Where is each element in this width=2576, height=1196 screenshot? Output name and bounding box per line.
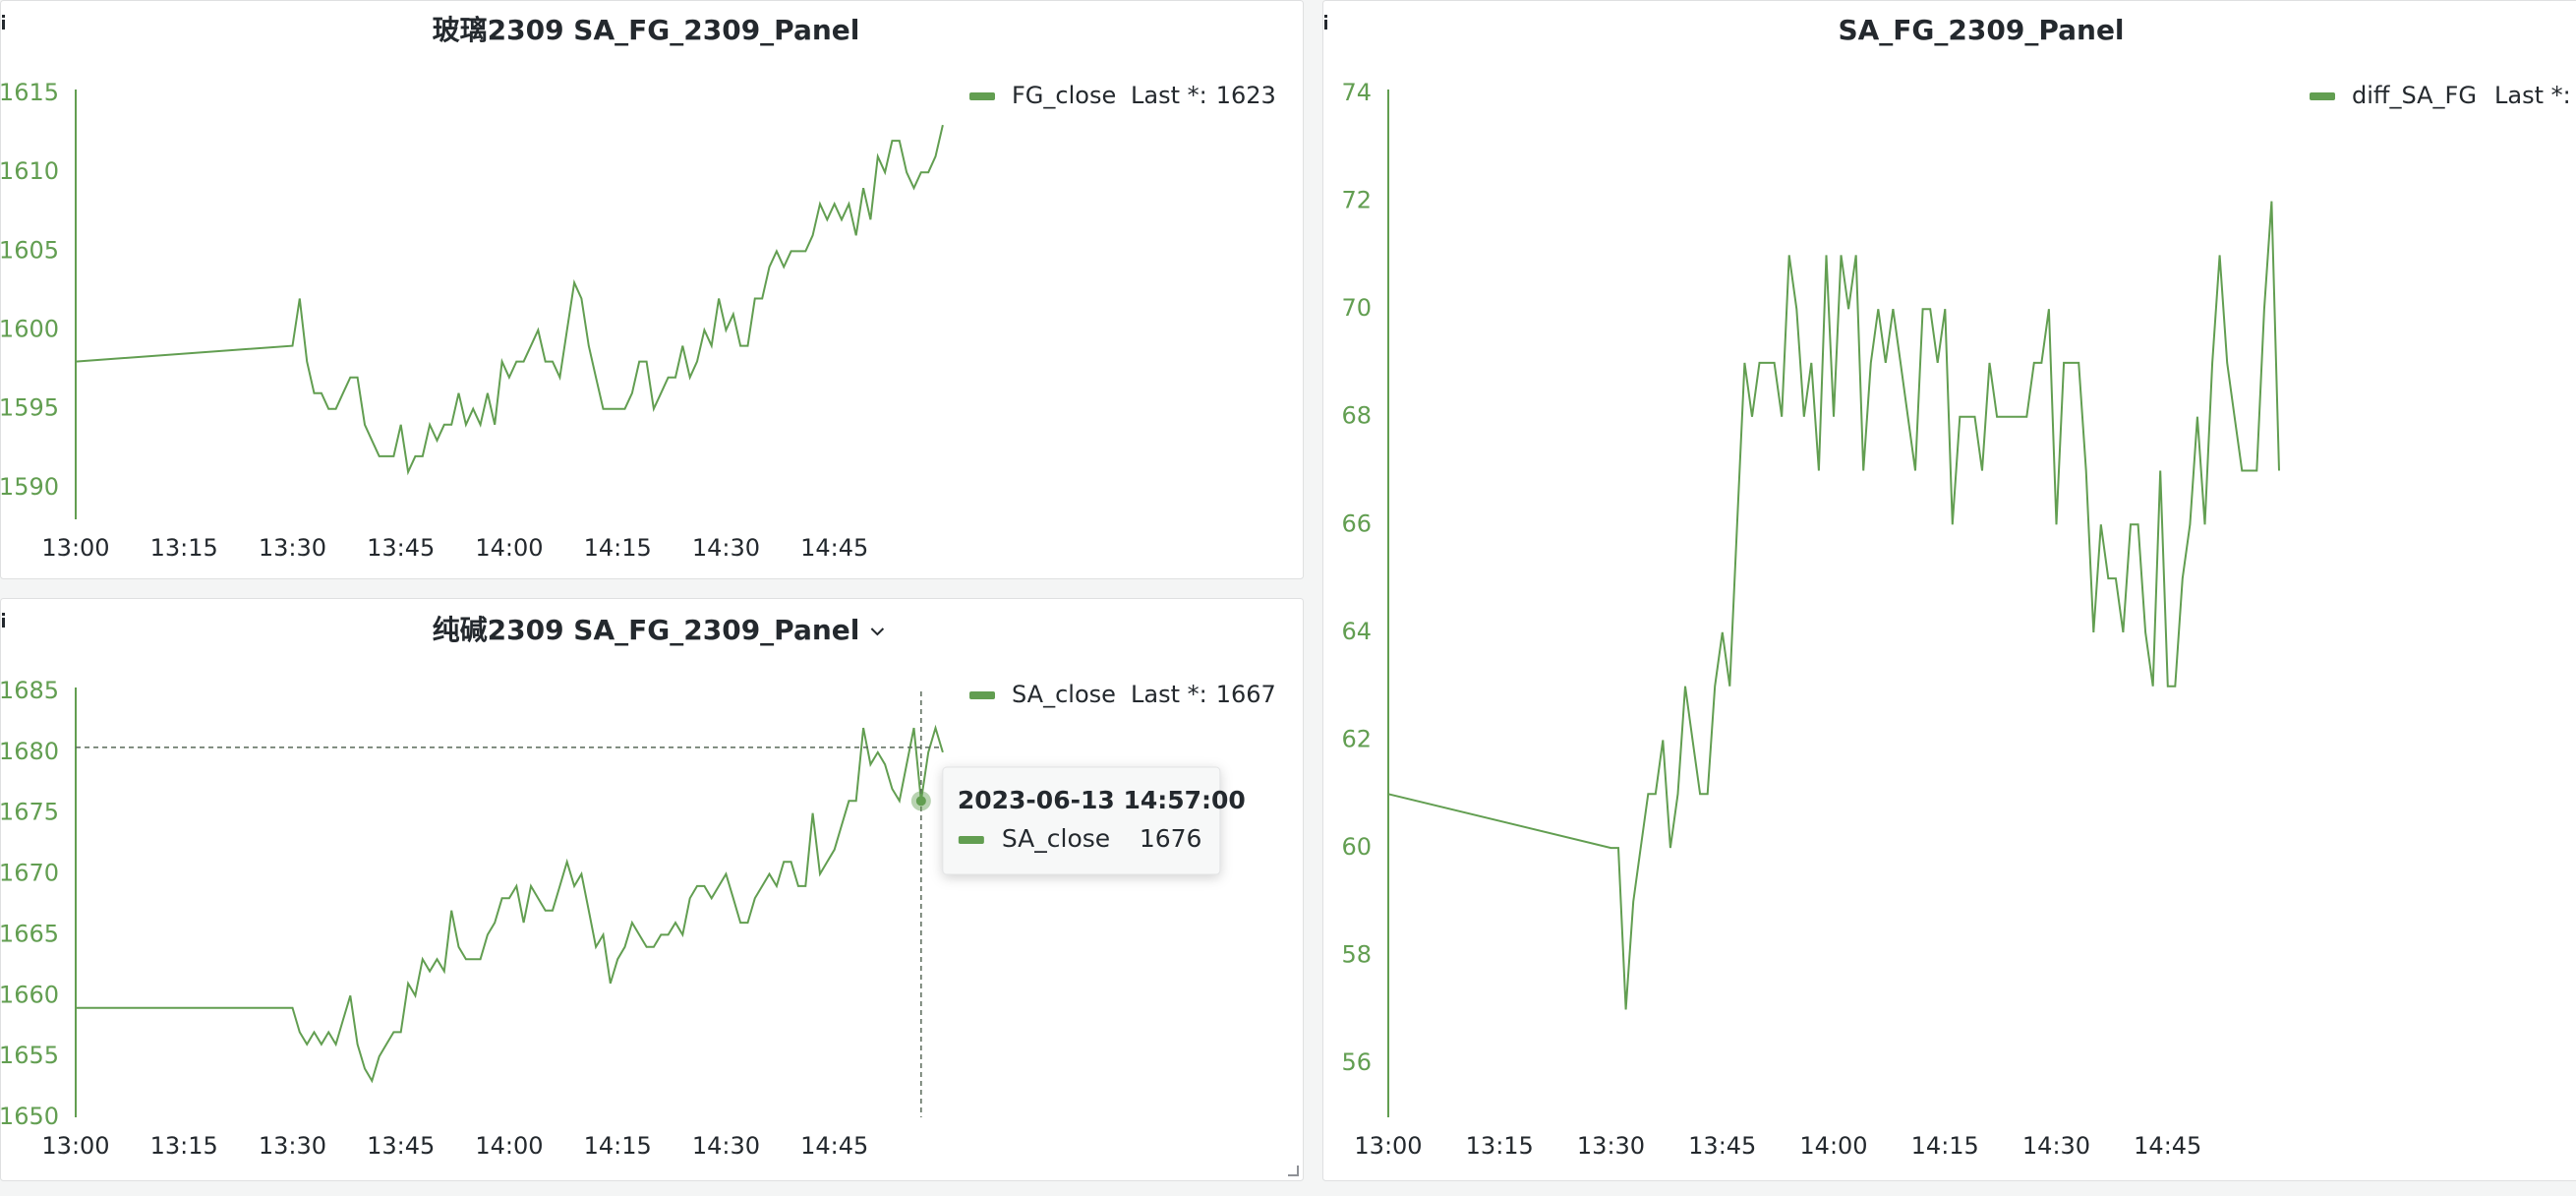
y-tick-label: 1655 (0, 1042, 59, 1069)
legend-stat-label: Last *: (2494, 82, 2571, 109)
info-icon (2, 20, 5, 30)
x-tick-label: 14:45 (800, 1132, 868, 1160)
legend-label: diff_SA_FG (2352, 82, 2477, 109)
y-tick-label: 1610 (0, 157, 59, 185)
y-tick-label: 1600 (0, 316, 59, 343)
x-tick-label: 13:30 (1577, 1132, 1645, 1160)
info-icon (1324, 20, 1327, 30)
y-tick-label: 1675 (0, 799, 59, 826)
x-tick-label: 14:45 (2134, 1132, 2201, 1160)
series-line (75, 124, 944, 476)
legend-label: FG_close (1012, 82, 1116, 109)
panel (1322, 0, 2576, 1181)
x-tick-label: 14:15 (584, 1132, 652, 1160)
hover-point-core (915, 796, 926, 807)
y-tick-label: 1685 (0, 677, 59, 704)
tooltip-value: 1676 (1140, 824, 1202, 853)
y-tick-label: 70 (1341, 294, 1372, 322)
tooltip-swatch (958, 836, 984, 844)
y-tick-label: 66 (1341, 509, 1372, 537)
panel-title: 玻璃2309 SA_FG_2309_Panel (433, 14, 860, 46)
y-tick-label: 72 (1341, 187, 1372, 214)
panel-title: SA_FG_2309_Panel (1838, 14, 2124, 46)
x-tick-label: 14:00 (475, 1132, 543, 1160)
x-tick-label: 13:45 (1688, 1132, 1756, 1160)
tooltip-box (942, 766, 1221, 875)
y-tick-label: 62 (1341, 725, 1372, 752)
legend-stat-label: Last *: (1131, 681, 1207, 708)
y-tick-label: 1680 (0, 738, 59, 765)
y-tick-label: 1665 (0, 920, 59, 947)
panel-title: 纯碱2309 SA_FG_2309_Panel (433, 614, 860, 646)
legend-swatch (2310, 92, 2335, 100)
y-tick-label: 74 (1341, 79, 1372, 106)
x-tick-label: 14:15 (1911, 1132, 1979, 1160)
x-tick-label: 13:15 (150, 1132, 218, 1160)
info-icon-dot (2, 613, 5, 616)
x-tick-label: 13:15 (1466, 1132, 1534, 1160)
x-tick-label: 14:45 (800, 534, 868, 562)
x-tick-label: 13:00 (1354, 1132, 1422, 1160)
y-tick-label: 1590 (0, 473, 59, 501)
y-tick-label: 1605 (0, 236, 59, 264)
legend-stat-value: 1623 (1216, 82, 1276, 109)
x-tick-label: 13:45 (367, 534, 435, 562)
series-line (1387, 201, 2280, 1010)
panel (0, 0, 1304, 579)
legend-label: SA_close (1012, 681, 1116, 708)
y-tick-label: 58 (1341, 941, 1372, 969)
y-tick-label: 1660 (0, 981, 59, 1008)
y-tick-label: 64 (1341, 618, 1372, 645)
y-tick-label: 60 (1341, 833, 1372, 861)
x-tick-label: 14:00 (475, 534, 543, 562)
legend-swatch (969, 92, 995, 100)
x-tick-label: 13:15 (150, 534, 218, 562)
info-icon-dot (1324, 15, 1327, 18)
x-tick-label: 14:30 (2022, 1132, 2090, 1160)
x-tick-label: 13:30 (259, 1132, 326, 1160)
legend-swatch (969, 691, 995, 699)
legend-stat-label: Last *: (1131, 82, 1207, 109)
x-tick-label: 14:30 (692, 1132, 760, 1160)
y-tick-label: 1650 (0, 1103, 59, 1130)
x-tick-label: 14:30 (692, 534, 760, 562)
x-tick-label: 13:00 (41, 534, 109, 562)
y-tick-label: 1595 (0, 394, 59, 422)
tooltip-title: 2023-06-13 14:57:00 (958, 786, 1246, 814)
tooltip-series-name: SA_close (1002, 824, 1110, 853)
x-tick-label: 14:00 (1799, 1132, 1867, 1160)
info-icon (2, 618, 5, 628)
series-line (76, 724, 944, 1084)
y-tick-label: 68 (1341, 402, 1372, 430)
x-tick-label: 14:15 (584, 534, 652, 562)
x-tick-label: 13:30 (259, 534, 326, 562)
x-tick-label: 13:45 (367, 1132, 435, 1160)
info-icon-dot (2, 15, 5, 18)
x-tick-label: 13:00 (41, 1132, 109, 1160)
title-menu-chevron (870, 628, 885, 636)
legend-stat-value: 1667 (1216, 681, 1276, 708)
y-tick-label: 1670 (0, 860, 59, 887)
resize-handle (1288, 1166, 1299, 1176)
y-tick-label: 56 (1341, 1048, 1372, 1076)
y-tick-label: 1615 (0, 79, 59, 106)
